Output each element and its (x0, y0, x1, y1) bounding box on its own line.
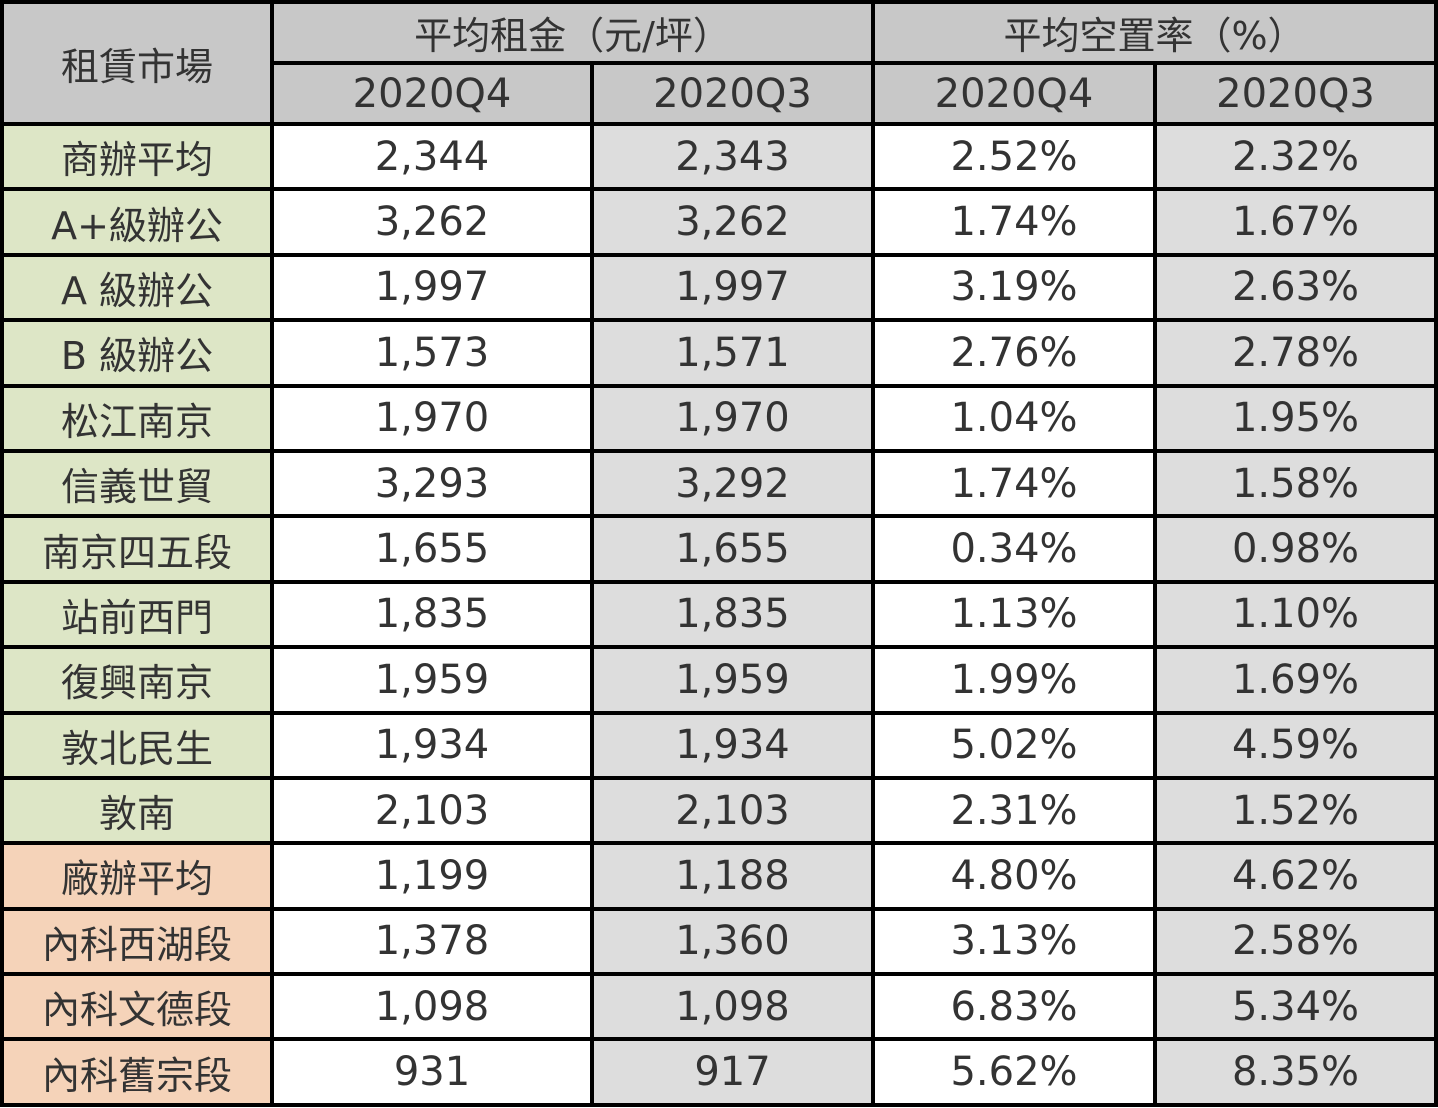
header-average-vacancy: 平均空置率（%） (870, 0, 1438, 65)
table-row: 敦南 2,103 2,103 2.31% 1.52% (0, 775, 1438, 846)
rent-2020q4-cell: 1,378 (270, 906, 594, 977)
rent-2020q4-cell: 1,655 (270, 514, 594, 584)
market-cell: 內科舊宗段 (0, 1037, 274, 1107)
rent-2020q3-cell: 1,934 (590, 710, 875, 780)
rent-2020q3-cell: 1,098 (590, 972, 875, 1042)
vacancy-2020q3-cell: 0.98% (1152, 514, 1438, 584)
rent-2020q4-cell: 1,934 (270, 710, 594, 780)
table-row: 松江南京 1,970 1,970 1.04% 1.95% (0, 383, 1438, 453)
market-cell: 南京四五段 (0, 514, 274, 584)
rent-2020q3-cell: 1,997 (590, 252, 875, 323)
market-cell: 廠辦平均 (0, 841, 274, 911)
rent-2020q4-cell: 2,103 (270, 775, 594, 846)
vacancy-2020q4-cell: 2.76% (871, 318, 1157, 388)
table-row: B 級辦公 1,573 1,571 2.76% 2.78% (0, 318, 1438, 388)
table-row: 廠辦平均 1,199 1,188 4.80% 4.62% (0, 841, 1438, 911)
table-body: 商辦平均 2,344 2,343 2.52% 2.32% A+級辦公 3,262 3,262 1… (0, 121, 1438, 1107)
rent-2020q4-cell: 1,970 (270, 383, 594, 453)
rent-2020q3-cell: 2,343 (590, 121, 875, 192)
rent-2020q3-cell: 1,571 (590, 318, 875, 388)
vacancy-2020q4-cell: 1.74% (871, 448, 1157, 519)
table-row: 商辦平均 2,344 2,343 2.52% 2.32% (0, 121, 1438, 192)
vacancy-2020q3-cell: 1.69% (1152, 645, 1438, 715)
vacancy-2020q4-cell: 1.74% (871, 187, 1157, 257)
market-cell: 商辦平均 (0, 121, 274, 192)
header-vacancy-2020q3: 2020Q3 (1152, 61, 1438, 126)
rent-2020q4-cell: 931 (270, 1037, 594, 1107)
market-cell: 松江南京 (0, 383, 274, 453)
table-row: 內科文德段 1,098 1,098 6.83% 5.34% (0, 972, 1438, 1042)
rent-2020q3-cell: 1,655 (590, 514, 875, 584)
market-cell: 內科文德段 (0, 972, 274, 1042)
vacancy-2020q3-cell: 1.10% (1152, 579, 1438, 650)
rent-2020q3-cell: 1,970 (590, 383, 875, 453)
vacancy-2020q4-cell: 2.31% (871, 775, 1157, 846)
header-vacancy-2020q4: 2020Q4 (871, 61, 1157, 126)
rent-2020q4-cell: 3,262 (270, 187, 594, 257)
rent-2020q3-cell: 1,835 (590, 579, 875, 650)
table-row: A+級辦公 3,262 3,262 1.74% 1.67% (0, 187, 1438, 257)
table-row: A 級辦公 1,997 1,997 3.19% 2.63% (0, 252, 1438, 323)
market-cell: B 級辦公 (0, 318, 274, 388)
vacancy-2020q4-cell: 1.13% (871, 579, 1157, 650)
rent-2020q4-cell: 2,344 (270, 121, 594, 192)
vacancy-2020q4-cell: 3.19% (871, 252, 1157, 323)
rent-2020q3-cell: 1,959 (590, 645, 875, 715)
vacancy-2020q4-cell: 0.34% (871, 514, 1157, 584)
header-market: 租賃市場 (0, 0, 274, 126)
header-rent-2020q4: 2020Q4 (270, 61, 594, 126)
market-cell: 敦南 (0, 775, 274, 846)
market-cell: 復興南京 (0, 645, 274, 715)
rent-2020q3-cell: 1,188 (590, 841, 875, 911)
vacancy-2020q4-cell: 1.04% (871, 383, 1157, 453)
vacancy-2020q3-cell: 2.58% (1152, 906, 1438, 977)
vacancy-2020q4-cell: 1.99% (871, 645, 1157, 715)
vacancy-2020q4-cell: 5.02% (871, 710, 1157, 780)
vacancy-2020q3-cell: 8.35% (1152, 1037, 1438, 1107)
header-average-rent: 平均租金（元/坪） (270, 0, 875, 65)
rent-2020q4-cell: 1,199 (270, 841, 594, 911)
vacancy-2020q3-cell: 1.95% (1152, 383, 1438, 453)
header-rent-2020q3: 2020Q3 (590, 61, 875, 126)
vacancy-2020q3-cell: 5.34% (1152, 972, 1438, 1042)
table-row: 復興南京 1,959 1,959 1.99% 1.69% (0, 645, 1438, 715)
rent-2020q3-cell: 2,103 (590, 775, 875, 846)
table-row: 南京四五段 1,655 1,655 0.34% 0.98% (0, 514, 1438, 584)
vacancy-2020q4-cell: 5.62% (871, 1037, 1157, 1107)
market-cell: 內科西湖段 (0, 906, 274, 977)
vacancy-2020q4-cell: 4.80% (871, 841, 1157, 911)
vacancy-2020q3-cell: 2.32% (1152, 121, 1438, 192)
market-cell: 站前西門 (0, 579, 274, 650)
rent-2020q4-cell: 1,997 (270, 252, 594, 323)
vacancy-2020q3-cell: 2.63% (1152, 252, 1438, 323)
vacancy-2020q3-cell: 4.62% (1152, 841, 1438, 911)
vacancy-2020q3-cell: 1.67% (1152, 187, 1438, 257)
rent-2020q3-cell: 3,292 (590, 448, 875, 519)
vacancy-2020q3-cell: 4.59% (1152, 710, 1438, 780)
rent-2020q3-cell: 1,360 (590, 906, 875, 977)
table-row: 敦北民生 1,934 1,934 5.02% 4.59% (0, 710, 1438, 780)
vacancy-2020q3-cell: 1.58% (1152, 448, 1438, 519)
rent-2020q3-cell: 917 (590, 1037, 875, 1107)
rent-2020q3-cell: 3,262 (590, 187, 875, 257)
table-row: 站前西門 1,835 1,835 1.13% 1.10% (0, 579, 1438, 650)
rent-2020q4-cell: 1,573 (270, 318, 594, 388)
market-cell: 信義世貿 (0, 448, 274, 519)
table-row: 內科舊宗段 931 917 5.62% 8.35% (0, 1037, 1438, 1107)
market-cell: A 級辦公 (0, 252, 274, 323)
market-cell: A+級辦公 (0, 187, 274, 257)
rent-2020q4-cell: 1,959 (270, 645, 594, 715)
rent-2020q4-cell: 1,835 (270, 579, 594, 650)
vacancy-2020q4-cell: 6.83% (871, 972, 1157, 1042)
vacancy-2020q4-cell: 3.13% (871, 906, 1157, 977)
table-row: 內科西湖段 1,378 1,360 3.13% 2.58% (0, 906, 1438, 977)
vacancy-2020q4-cell: 2.52% (871, 121, 1157, 192)
vacancy-2020q3-cell: 1.52% (1152, 775, 1438, 846)
rent-2020q4-cell: 3,293 (270, 448, 594, 519)
vacancy-2020q3-cell: 2.78% (1152, 318, 1438, 388)
rent-2020q4-cell: 1,098 (270, 972, 594, 1042)
market-cell: 敦北民生 (0, 710, 274, 780)
table-row: 信義世貿 3,293 3,292 1.74% 1.58% (0, 448, 1438, 519)
